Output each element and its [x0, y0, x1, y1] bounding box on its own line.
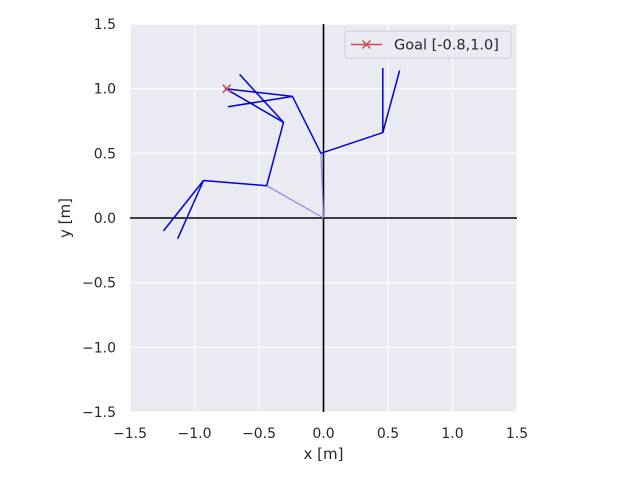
legend-box: [344, 30, 512, 59]
legend-goal-marker: [361, 39, 372, 50]
x-tick-label: −1.0: [178, 426, 212, 442]
arm-link: [291, 96, 322, 154]
y-axis-label: y [m]: [56, 198, 74, 238]
y-tick-label: −1.0: [82, 340, 116, 356]
y-tick-label: −0.5: [82, 276, 116, 292]
arm-link: [177, 180, 205, 240]
x-tick-label: 1.0: [441, 426, 463, 442]
x-tick-label: 0.5: [377, 426, 399, 442]
y-tick-label: 1.0: [94, 82, 116, 98]
goal-marker: [222, 84, 232, 94]
y-tick-label: 1.5: [94, 17, 116, 33]
arm-base-link: [266, 185, 324, 219]
x-tick-label: −1.5: [113, 426, 147, 442]
arm-base-link: [320, 153, 325, 219]
y-tick-label: 0.0: [94, 211, 116, 227]
arm-link: [224, 87, 294, 186]
x-axis-label: x [m]: [304, 445, 344, 463]
legend: Goal [-0.8,1.0]: [344, 30, 512, 59]
x-tick-labels: −1.5 −1.0 −0.5 0.0 0.5 1.0 1.5: [113, 426, 528, 442]
x-tick-label: 1.5: [506, 426, 528, 442]
arm-link: [239, 73, 285, 123]
x-tick-label: 0.0: [312, 426, 334, 442]
x-tick-label: −0.5: [242, 426, 276, 442]
y-tick-label: 0.5: [94, 146, 116, 162]
arm-link: [382, 70, 401, 133]
legend-goal-label: Goal [-0.8,1.0]: [394, 38, 499, 54]
arm-series: [162, 68, 401, 240]
y-tick-label: −1.5: [82, 405, 116, 421]
y-tick-labels: −1.5 −1.0 −0.5 0.0 0.5 1.0 1.5: [82, 17, 116, 421]
goal-layer: [222, 84, 232, 94]
